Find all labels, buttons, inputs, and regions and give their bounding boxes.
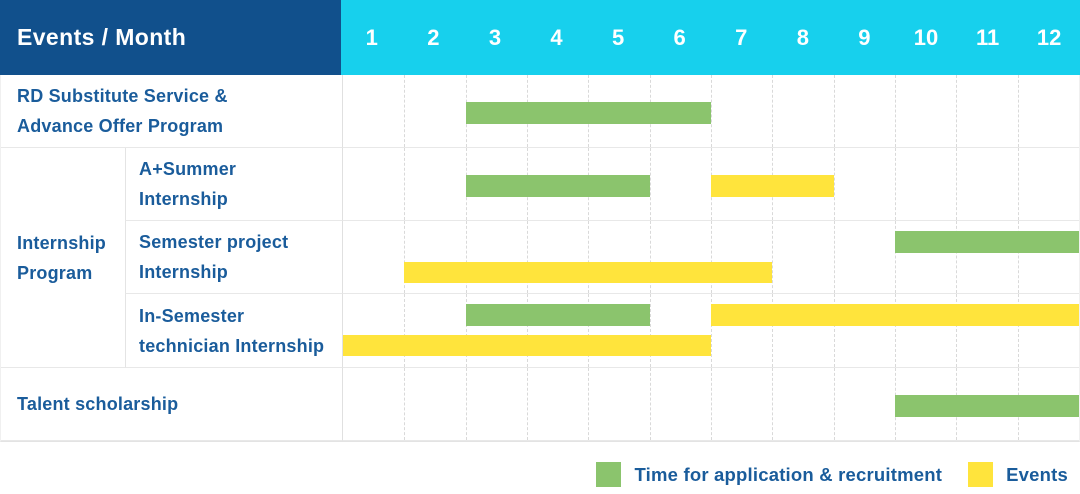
month-gridline	[956, 75, 958, 147]
month-gridline	[465, 368, 467, 440]
gantt-bar-events	[711, 304, 1079, 326]
month-header-cell: 6	[673, 24, 686, 50]
month-header-cell: 2	[427, 24, 440, 50]
month-header-cell: 10	[913, 24, 939, 50]
row-label-rd-substitute: RD Substitute Service & Advance Offer Pr…	[1, 75, 342, 148]
chart-row-a-plus-summer	[342, 148, 1079, 221]
month-header-cell: 11	[975, 24, 1000, 50]
month-gridline	[588, 221, 590, 293]
month-header-cell: 3	[488, 24, 502, 50]
month-header-cell: 8	[796, 24, 809, 50]
month-gridline	[772, 294, 774, 367]
month-gridline	[1017, 148, 1019, 220]
legend-item-events: Events	[968, 462, 1068, 487]
legend-label: Events	[1006, 463, 1068, 485]
gantt-body: RD Substitute Service & Advance Offer Pr…	[0, 75, 1080, 442]
month-gridline	[465, 221, 467, 293]
month-header-cell: 9	[858, 24, 871, 50]
month-header-cell: 4	[550, 24, 563, 50]
chart-row-rd-substitute	[342, 75, 1079, 148]
month-gridline	[711, 75, 712, 147]
group-label-internship-program: Internship Program	[1, 148, 125, 368]
month-gridline	[772, 368, 774, 440]
month-gridline	[649, 368, 651, 440]
gantt-header-row: Events / Month 1 2 3 4 5 6 7 8 9 10 11 12	[0, 0, 1080, 75]
month-gridline	[711, 221, 712, 293]
month-gridline	[956, 221, 958, 293]
month-header-row: 1 2 3 4 5 6 7 8 9 10 11 12	[341, 0, 1080, 75]
legend: Time for application & recruitment Events	[0, 462, 1080, 487]
gantt-bar-application	[895, 395, 1079, 417]
row-label-in-semester-technician: In-Semester technician Internship	[125, 294, 342, 368]
row-label-talent-scholarship: Talent scholarship	[1, 368, 342, 441]
chart-row-in-semester-technician	[342, 294, 1079, 368]
gantt-bar-application	[465, 304, 650, 326]
gantt-bar-events	[711, 175, 834, 197]
events-month-corner-header: Events / Month	[0, 0, 341, 75]
month-gridline	[895, 148, 896, 220]
month-gridline	[404, 75, 406, 147]
month-header-cell: 12	[1036, 24, 1062, 50]
month-gridline	[527, 368, 528, 440]
month-gridline	[527, 294, 528, 367]
month-gridline	[404, 368, 406, 440]
month-gridline	[833, 221, 835, 293]
gantt-bar-events	[343, 335, 711, 356]
month-header-cell: 5	[611, 24, 625, 50]
month-gridline	[588, 294, 590, 367]
month-gridline	[465, 294, 467, 367]
gantt-bar-application	[465, 175, 650, 197]
month-header-cell: 1	[365, 24, 378, 50]
month-gridline	[895, 294, 896, 367]
application-swatch-icon	[596, 462, 622, 487]
month-gridline	[404, 294, 406, 367]
month-gridline	[833, 368, 835, 440]
month-gridline	[1017, 75, 1019, 147]
month-gridline	[895, 221, 896, 293]
row-label-semester-project: Semester project Internship	[125, 221, 342, 294]
row-label-a-plus-summer: A+Summer Internship	[125, 148, 342, 221]
month-gridline	[527, 221, 528, 293]
month-gridline	[833, 294, 835, 367]
month-gridline	[649, 148, 651, 220]
month-gridline	[404, 221, 406, 293]
month-gridline	[711, 368, 712, 440]
chart-row-talent-scholarship	[342, 368, 1079, 441]
month-gridline	[772, 75, 774, 147]
month-gridline	[895, 75, 896, 147]
chart-row-semester-project	[342, 221, 1079, 294]
month-gridline	[588, 368, 590, 440]
month-header-cell: 7	[735, 24, 748, 50]
month-gridline	[649, 221, 651, 293]
month-gridline	[956, 148, 958, 220]
month-gridline	[833, 148, 835, 220]
month-gridline	[1017, 221, 1019, 293]
month-gridline	[649, 294, 651, 367]
legend-label: Time for application & recruitment	[634, 463, 943, 485]
legend-item-application: Time for application & recruitment	[596, 462, 942, 487]
month-gridline	[772, 221, 774, 293]
month-gridline	[956, 294, 958, 367]
month-gridline	[1017, 294, 1019, 367]
gantt-bar-application	[465, 102, 711, 124]
events-swatch-icon	[968, 462, 994, 487]
month-gridline	[711, 294, 712, 367]
gantt-bar-application	[895, 231, 1079, 253]
month-gridline	[404, 148, 406, 220]
month-gridline	[833, 75, 835, 147]
gantt-bar-events	[404, 262, 773, 283]
